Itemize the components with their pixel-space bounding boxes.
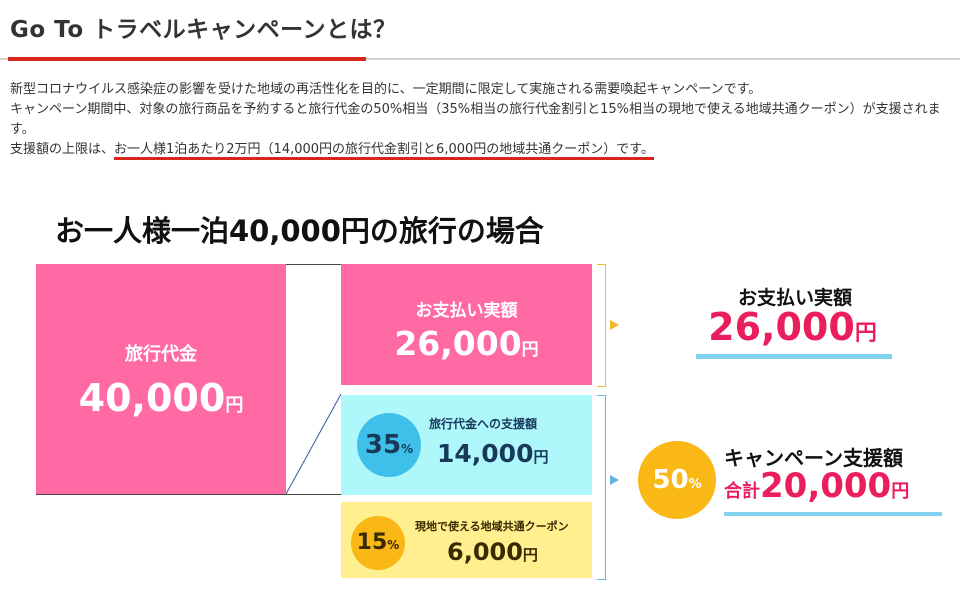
- travel-cost-label: 旅行代金: [125, 344, 197, 365]
- intro-highlight: お一人様1泊あたり2万円（14,000円の旅行代金割引と6,000円の地域共通ク…: [114, 142, 654, 160]
- travel-cost-amount: 40,000円: [78, 376, 244, 420]
- support-summary-amount: 合計20,000円: [724, 466, 910, 506]
- support-summary-label: キャンペーン支援額: [724, 446, 903, 470]
- coupon-amount: 6,000円: [447, 538, 538, 566]
- travel-support-amount: 14,000円: [437, 439, 549, 468]
- page-title: Go To トラベルキャンペーンとは？: [10, 17, 397, 43]
- payment-label: お支払い実額: [415, 301, 518, 321]
- arrow-right-icon: [610, 475, 619, 485]
- example-heading: お一人様一泊40,000円の旅行の場合: [55, 214, 544, 248]
- payment-amount: 26,000円: [394, 324, 539, 363]
- connector-diagonal: [286, 393, 342, 495]
- intro-line-3-prefix: 支援額の上限は、: [10, 142, 115, 157]
- connector-top-line: [286, 264, 341, 265]
- percent-15-badge: 15%: [351, 516, 405, 570]
- travel-support-label: 旅行代金への支援額: [429, 417, 538, 431]
- payment-summary-amount: 26,000円: [708, 305, 877, 349]
- payment-summary-underline: [696, 354, 892, 359]
- travel-support-box: 35% 旅行代金への支援額 14,000円: [341, 395, 592, 495]
- intro-line-1: 新型コロナウイルス感染症の影響を受けた地域の再活性化を目的に、一定期間に限定して…: [10, 82, 762, 97]
- title-accent-underline: [8, 57, 366, 61]
- payment-bracket: [597, 264, 606, 387]
- connector-bottom-line: [36, 494, 592, 495]
- coupon-box: 15% 現地で使える地域共通クーポン 6,000円: [341, 502, 592, 578]
- payment-summary-label: お支払い実額: [737, 287, 852, 309]
- intro-line-2: キャンペーン期間中、対象の旅行商品を予約すると旅行代金の50%相当（35%相当の…: [10, 102, 941, 137]
- support-bracket: [597, 395, 606, 580]
- support-summary-underline: [724, 512, 942, 516]
- title-divider: [0, 58, 960, 60]
- intro-line-3: 支援額の上限は、お一人様1泊あたり2万円（14,000円の旅行代金割引と6,00…: [10, 140, 960, 160]
- percent-35-badge: 35%: [357, 413, 421, 477]
- payment-box: お支払い実額 26,000円: [341, 264, 592, 385]
- coupon-label: 現地で使える地域共通クーポン: [415, 520, 569, 533]
- arrow-right-icon: [610, 320, 619, 330]
- intro-text: 新型コロナウイルス感染症の影響を受けた地域の再活性化を目的に、一定期間に限定して…: [10, 80, 960, 160]
- travel-cost-box: 旅行代金 40,000円: [36, 264, 286, 494]
- percent-50-badge: 50%: [638, 441, 716, 519]
